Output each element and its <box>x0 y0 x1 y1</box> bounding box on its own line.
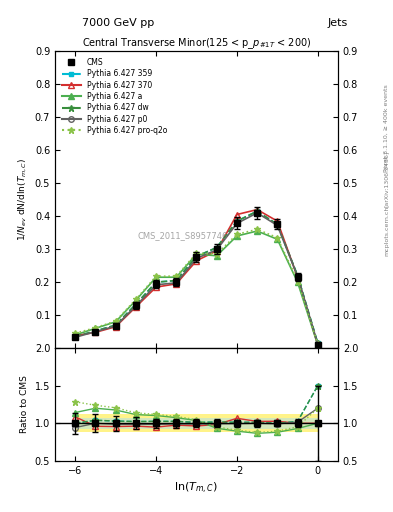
Text: mcplots.cern.ch: mcplots.cern.ch <box>384 205 389 255</box>
X-axis label: $\ln(T_{m,C})$: $\ln(T_{m,C})$ <box>174 481 219 496</box>
Text: 7000 GeV pp: 7000 GeV pp <box>82 18 154 28</box>
Text: Rivet 3.1.10, ≥ 400k events: Rivet 3.1.10, ≥ 400k events <box>384 84 389 172</box>
Text: CMS_2011_S8957746: CMS_2011_S8957746 <box>137 231 228 240</box>
Text: Jets: Jets <box>328 18 348 28</box>
Text: [arXiv:1306.3436]: [arXiv:1306.3436] <box>384 151 389 207</box>
Legend: CMS, Pythia 6.427 359, Pythia 6.427 370, Pythia 6.427 a, Pythia 6.427 dw, Pythia: CMS, Pythia 6.427 359, Pythia 6.427 370,… <box>59 55 171 138</box>
Y-axis label: Ratio to CMS: Ratio to CMS <box>20 375 29 434</box>
Y-axis label: $1/N_{ev}$ dN/d$\ln(T_{m,C})$: $1/N_{ev}$ dN/d$\ln(T_{m,C})$ <box>17 158 29 241</box>
Title: Central Transverse Minor(125 < p_$p_{\#1T}$ < 200): Central Transverse Minor(125 < p_$p_{\#1… <box>82 36 311 51</box>
